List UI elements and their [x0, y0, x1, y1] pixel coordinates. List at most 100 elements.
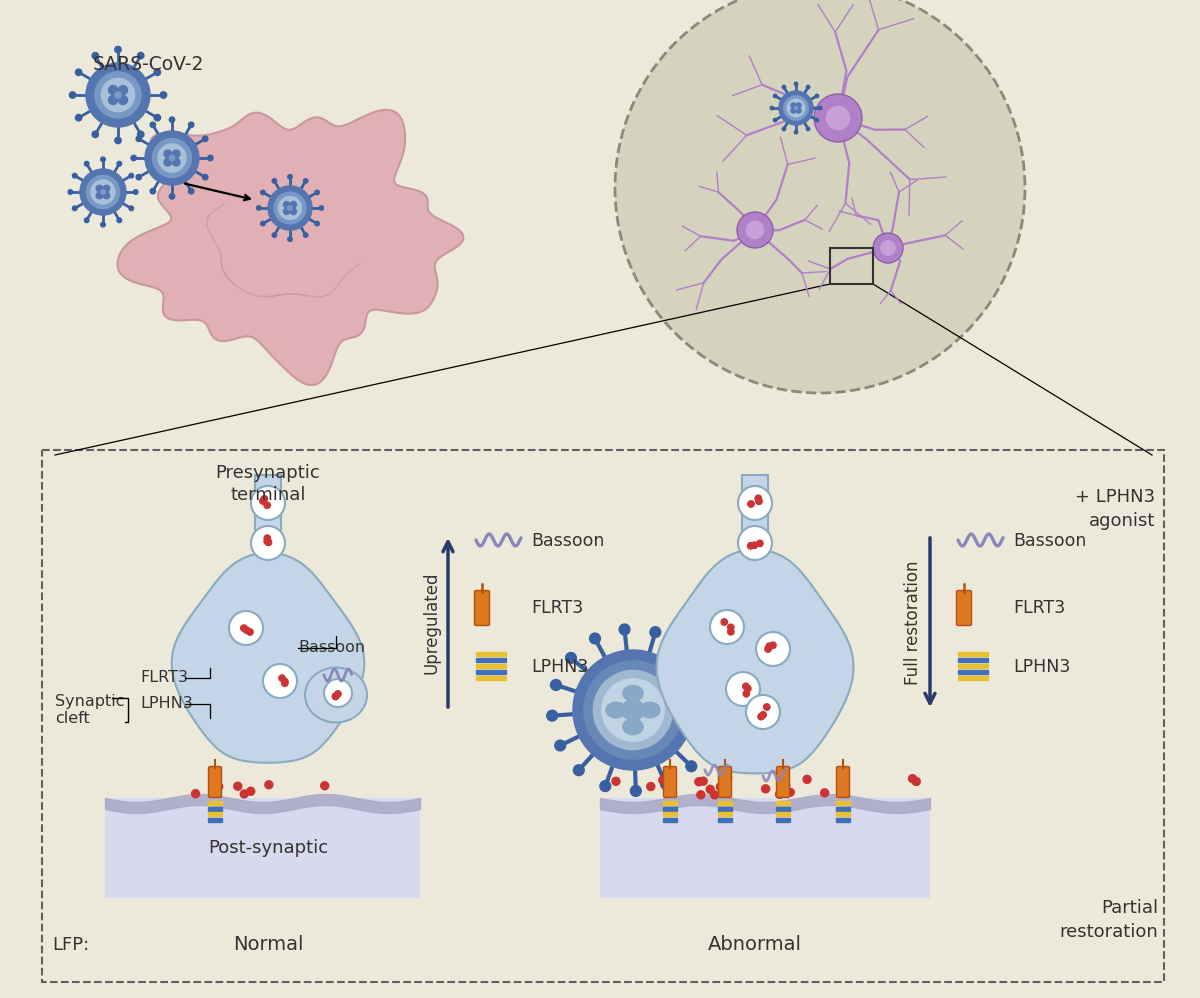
- Circle shape: [727, 624, 734, 631]
- Circle shape: [700, 777, 707, 785]
- Circle shape: [290, 202, 296, 208]
- Circle shape: [72, 206, 77, 211]
- Bar: [476, 652, 506, 656]
- Bar: [208, 812, 222, 816]
- Text: Presynaptic
terminal: Presynaptic terminal: [216, 464, 320, 504]
- Circle shape: [623, 700, 643, 721]
- Circle shape: [265, 780, 272, 788]
- Circle shape: [240, 790, 248, 798]
- Circle shape: [108, 96, 118, 105]
- Bar: [718, 817, 732, 821]
- Circle shape: [659, 776, 667, 784]
- Circle shape: [188, 122, 194, 128]
- Circle shape: [547, 711, 558, 721]
- Circle shape: [710, 610, 744, 644]
- Circle shape: [775, 790, 784, 798]
- Circle shape: [84, 162, 89, 166]
- Circle shape: [101, 157, 106, 162]
- Circle shape: [724, 774, 732, 782]
- Bar: [958, 670, 988, 674]
- Circle shape: [68, 190, 73, 195]
- Bar: [776, 812, 790, 816]
- Circle shape: [161, 92, 167, 98]
- Circle shape: [173, 159, 180, 166]
- Circle shape: [86, 176, 120, 209]
- Bar: [776, 801, 790, 805]
- Circle shape: [708, 705, 720, 716]
- Circle shape: [335, 691, 341, 698]
- Circle shape: [769, 642, 776, 649]
- Circle shape: [797, 108, 802, 113]
- Circle shape: [703, 735, 714, 746]
- Circle shape: [76, 69, 82, 76]
- Circle shape: [554, 741, 565, 750]
- Bar: [958, 676, 988, 680]
- Text: + LPHN3
agonist: + LPHN3 agonist: [1075, 488, 1154, 530]
- Circle shape: [203, 175, 208, 180]
- Bar: [718, 812, 732, 816]
- Circle shape: [192, 789, 199, 797]
- Circle shape: [773, 94, 776, 98]
- Circle shape: [119, 96, 127, 105]
- Circle shape: [593, 671, 673, 749]
- Circle shape: [118, 162, 121, 166]
- Circle shape: [96, 186, 103, 192]
- Circle shape: [781, 780, 790, 788]
- Text: Full restoration: Full restoration: [904, 560, 922, 685]
- Circle shape: [288, 206, 293, 211]
- Circle shape: [169, 194, 175, 199]
- Circle shape: [332, 693, 338, 700]
- Circle shape: [710, 790, 719, 798]
- Circle shape: [169, 117, 175, 123]
- FancyBboxPatch shape: [776, 766, 790, 797]
- Circle shape: [84, 218, 89, 223]
- Circle shape: [208, 156, 214, 161]
- Circle shape: [290, 209, 296, 215]
- Circle shape: [574, 764, 584, 775]
- Bar: [662, 817, 677, 821]
- Circle shape: [763, 704, 770, 711]
- Circle shape: [282, 680, 288, 687]
- Bar: [208, 817, 222, 821]
- Circle shape: [782, 86, 786, 89]
- Ellipse shape: [623, 719, 643, 735]
- Circle shape: [288, 238, 293, 242]
- Text: FLRT3: FLRT3: [530, 599, 583, 617]
- Circle shape: [755, 495, 762, 502]
- Circle shape: [716, 782, 725, 790]
- Circle shape: [814, 94, 862, 142]
- Circle shape: [136, 136, 142, 142]
- Ellipse shape: [623, 686, 643, 701]
- Circle shape: [881, 241, 895, 255]
- Circle shape: [118, 218, 121, 223]
- FancyBboxPatch shape: [209, 766, 222, 797]
- Circle shape: [283, 202, 289, 208]
- Ellipse shape: [305, 668, 367, 723]
- Circle shape: [188, 189, 194, 194]
- Bar: [958, 664, 988, 668]
- Polygon shape: [656, 550, 853, 773]
- Bar: [958, 652, 988, 656]
- Circle shape: [616, 0, 1025, 393]
- Circle shape: [324, 679, 352, 707]
- Circle shape: [583, 661, 683, 759]
- Bar: [958, 658, 988, 662]
- Circle shape: [264, 502, 270, 508]
- Circle shape: [794, 131, 798, 134]
- Circle shape: [264, 535, 270, 541]
- Circle shape: [912, 777, 920, 785]
- Circle shape: [619, 624, 630, 635]
- Circle shape: [262, 496, 268, 502]
- Ellipse shape: [640, 703, 660, 718]
- Circle shape: [574, 650, 694, 770]
- Circle shape: [787, 99, 805, 117]
- Circle shape: [203, 136, 208, 142]
- Circle shape: [251, 526, 286, 560]
- Circle shape: [745, 686, 751, 692]
- Circle shape: [103, 186, 109, 192]
- Circle shape: [70, 92, 76, 98]
- Text: FLRT3: FLRT3: [140, 671, 188, 686]
- Circle shape: [251, 486, 286, 520]
- Circle shape: [259, 498, 266, 504]
- Circle shape: [779, 91, 814, 125]
